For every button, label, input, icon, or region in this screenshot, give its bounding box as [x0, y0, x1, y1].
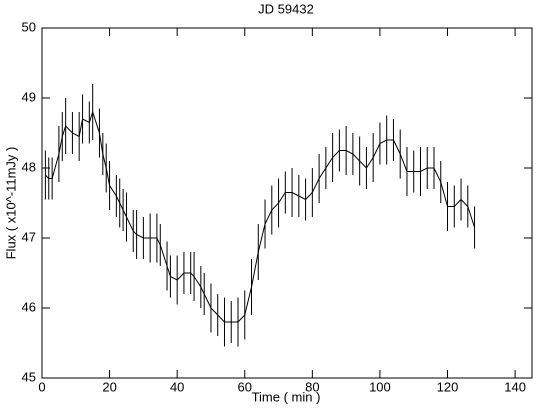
y-tick-label: 46	[22, 299, 36, 314]
y-tick-label: 45	[22, 369, 36, 384]
plot-frame	[41, 27, 533, 379]
y-tick-label: 48	[22, 159, 36, 174]
x-tick-label: 20	[102, 379, 116, 394]
chart-title: JD 59432	[258, 1, 314, 16]
y-tick-label: 47	[22, 229, 36, 244]
y-tick-label: 50	[22, 19, 36, 34]
x-tick-label: 120	[437, 379, 459, 394]
flux-line	[45, 110, 476, 323]
y-axis-label: Flux ( x10^-11mJy )	[3, 147, 18, 260]
x-tick-label: 100	[369, 379, 391, 394]
x-tick-label: 60	[238, 379, 252, 394]
x-tick-label: 80	[305, 379, 319, 394]
x-axis-label: Time ( min )	[252, 389, 321, 404]
x-tick-label: 140	[504, 379, 526, 394]
y-tick-label: 49	[22, 89, 36, 104]
x-tick-label: 40	[170, 379, 184, 394]
x-tick-label: 0	[38, 379, 45, 394]
